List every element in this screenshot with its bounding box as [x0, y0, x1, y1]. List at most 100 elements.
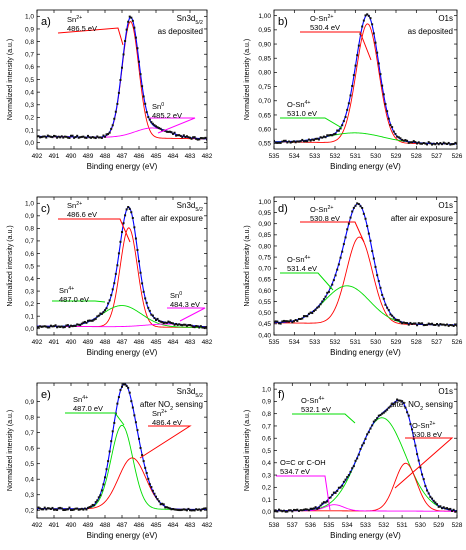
data-point: [198, 138, 201, 141]
data-point: [304, 508, 307, 511]
data-point: [110, 127, 113, 130]
data-point: [454, 323, 457, 326]
data-point: [141, 282, 144, 285]
data-point: [306, 140, 309, 143]
data-point: [319, 504, 322, 507]
x-tick-label: 483: [185, 522, 196, 529]
panel-f: 538 537 536 535 534 533 532 531 530 529 528 0,0 0,1 0…: [244, 382, 463, 540]
y-tick-label: 0,2: [25, 301, 34, 308]
data-point: [151, 489, 154, 492]
data-point: [124, 383, 127, 386]
data-point: [63, 326, 66, 329]
y-tick-label: 0,2: [25, 508, 34, 515]
data-point: [65, 324, 68, 327]
data-point: [168, 507, 171, 510]
x-tick-label: 533: [309, 153, 320, 160]
data-point: [91, 136, 94, 139]
data-point: [111, 430, 114, 433]
data-point: [367, 232, 370, 235]
data-point: [434, 323, 437, 326]
annotation-leader-line: [139, 425, 192, 459]
data-point: [319, 303, 322, 306]
data-point: [374, 265, 377, 268]
data-point: [417, 459, 420, 462]
subtitle-sub: 2: [420, 406, 423, 412]
data-point: [366, 225, 369, 228]
data-point: [387, 117, 390, 120]
data-point: [291, 510, 294, 513]
data-point: [125, 208, 128, 211]
y-tick-label: 0,90: [258, 221, 271, 228]
data-point: [179, 323, 182, 326]
data-point: [384, 303, 387, 306]
x-tick-label: 533: [309, 339, 320, 346]
data-point: [366, 13, 369, 16]
data-point: [397, 319, 400, 322]
data-point: [416, 324, 419, 327]
data-point: [322, 298, 325, 301]
plot-area: [274, 398, 457, 513]
data-point: [144, 102, 147, 105]
y-tick-label: 0,2: [25, 115, 34, 122]
data-point: [274, 509, 277, 512]
data-point: [131, 216, 134, 219]
data-point: [396, 135, 399, 138]
panel-title-sub: 5/2: [195, 393, 203, 399]
data-point: [43, 506, 46, 509]
plot-frame: [273, 196, 458, 336]
annotation-energy: 532.1 eV: [301, 405, 331, 414]
data-point: [128, 15, 131, 18]
data-point: [158, 127, 161, 130]
y-tick-label: 0,85: [258, 56, 271, 63]
data-point: [182, 508, 185, 511]
data-point: [87, 319, 89, 322]
data-point: [199, 509, 202, 512]
data-point: [429, 323, 432, 326]
data-point: [299, 318, 302, 320]
panel-subtitle: as deposited: [408, 27, 453, 36]
data-point: [396, 398, 399, 401]
data-point: [192, 509, 195, 512]
data-point: [449, 507, 452, 510]
data-point: [91, 503, 94, 506]
data-point: [367, 431, 370, 434]
y-tick-label: 0,65: [258, 112, 271, 119]
component-red-curve: [37, 457, 207, 510]
data-point: [116, 402, 119, 405]
data-point: [361, 444, 364, 447]
data-point: [124, 40, 127, 42]
data-point: [88, 506, 91, 509]
annotation-energy: 530.8 eV: [310, 214, 340, 223]
data-point: [122, 383, 125, 386]
data-point: [56, 508, 59, 511]
data-point: [311, 138, 314, 141]
data-point: [444, 142, 447, 145]
data-point: [190, 137, 193, 140]
x-tick-label: 485: [151, 522, 162, 529]
data-point: [386, 110, 389, 113]
data-point: [107, 302, 110, 305]
data-point: [201, 326, 204, 329]
data-point: [281, 320, 284, 323]
data-point: [173, 508, 176, 511]
y-tick-label: 0,45: [258, 321, 271, 328]
annotation-energy: 486.6 eV: [67, 210, 97, 219]
data-point: [54, 135, 57, 138]
data-point: [128, 391, 131, 394]
y-tick-label: 0,8: [25, 226, 34, 233]
data-point: [346, 476, 349, 479]
data-point: [54, 508, 57, 511]
data-point: [142, 290, 145, 293]
y-tick-label: 0,1: [262, 497, 271, 504]
data-point: [121, 231, 123, 234]
data-point: [422, 478, 425, 481]
data-point: [116, 102, 119, 105]
data-point: [449, 324, 452, 327]
data-point: [45, 136, 48, 139]
data-point: [392, 403, 395, 406]
data-point: [193, 509, 196, 512]
data-point: [60, 507, 63, 510]
data-point: [147, 306, 150, 309]
data-point: [66, 324, 69, 327]
